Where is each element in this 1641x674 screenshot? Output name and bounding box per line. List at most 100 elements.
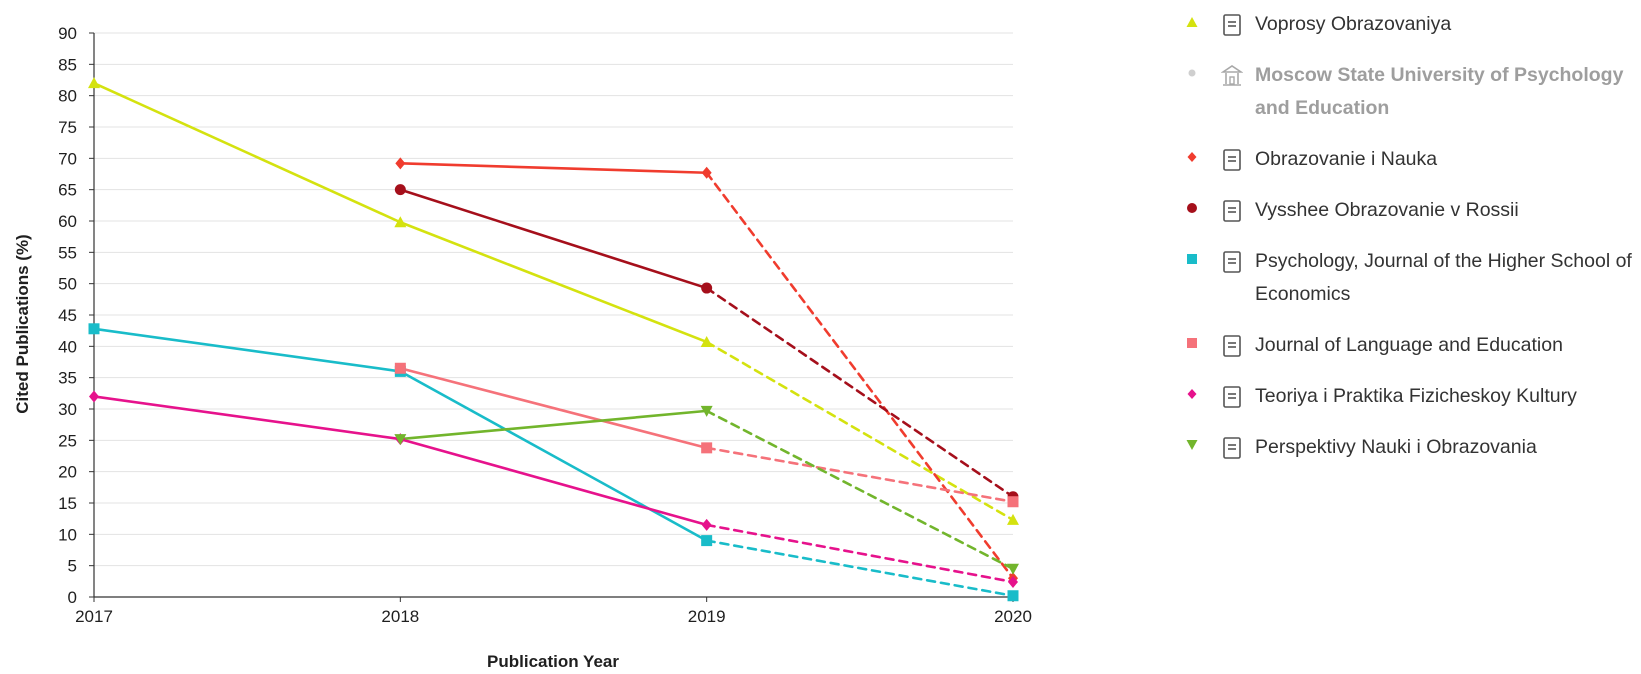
data-point-marker[interactable]	[88, 323, 100, 335]
series-line-segment	[399, 220, 708, 344]
x-tick-label: 2020	[994, 607, 1032, 626]
data-point-marker[interactable]	[701, 442, 713, 454]
circle-marker-icon	[1188, 69, 1196, 77]
series-line-segment	[399, 409, 708, 441]
journal-icon	[1223, 14, 1241, 36]
y-tick-label: 30	[58, 400, 77, 419]
series-line-segment	[705, 446, 1015, 504]
grid-lines	[94, 32, 1013, 567]
legend-label: Psychology, Journal of the Higher School…	[1255, 250, 1632, 305]
legend-label: Voprosy Obrazovaniya	[1255, 13, 1452, 35]
chart-legend: Voprosy Obrazovaniya Moscow State Univer…	[1185, 8, 1641, 482]
x-tick-label: 2019	[688, 607, 726, 626]
legend-label: Journal of Language and Education	[1255, 334, 1563, 356]
series-line-segment	[92, 327, 402, 373]
y-tick-label: 45	[58, 306, 77, 325]
legend-item-voprosy-obrazovaniya[interactable]: Voprosy Obrazovaniya	[1185, 8, 1641, 41]
series-line-segment	[399, 188, 708, 290]
data-point-marker[interactable]	[394, 216, 407, 228]
y-tick-label: 5	[68, 557, 77, 576]
triangle-down-marker-icon	[1186, 440, 1198, 450]
circle-marker-icon	[1187, 203, 1197, 213]
y-tick-label: 60	[58, 212, 77, 231]
y-tick-label: 15	[58, 494, 77, 513]
series-line-segment	[92, 395, 402, 441]
journal-icon	[1223, 437, 1241, 459]
y-tick-label: 55	[58, 243, 77, 262]
journal-icon	[1223, 149, 1241, 171]
data-point-marker[interactable]	[88, 77, 100, 89]
data-point-marker[interactable]	[394, 184, 406, 196]
data-point-marker[interactable]	[701, 535, 713, 547]
square-marker-icon	[1187, 254, 1197, 264]
legend-item-vysshee-obrazovanie[interactable]: Vysshee Obrazovanie v Rossii	[1185, 194, 1641, 227]
legend-item-moscow-state-university[interactable]: Moscow State University of Psychology an…	[1185, 59, 1641, 125]
data-point-marker[interactable]	[1008, 575, 1018, 588]
y-tick-label: 10	[58, 525, 77, 544]
series-line-segment	[705, 523, 1015, 584]
y-tick-label: 65	[58, 181, 77, 200]
series-line-segment	[705, 409, 1015, 571]
data-point-marker[interactable]	[701, 518, 712, 531]
legend-item-psychology-hse[interactable]: Psychology, Journal of the Higher School…	[1185, 245, 1641, 311]
y-tick-label: 0	[68, 588, 77, 607]
data-point-marker[interactable]	[701, 282, 713, 294]
legend-label: Teoriya i Praktika Fizicheskoy Kultury	[1255, 385, 1577, 407]
y-tick-label: 90	[58, 24, 77, 43]
legend-label: Obrazovanie i Nauka	[1255, 148, 1438, 170]
data-point-marker[interactable]	[1007, 590, 1019, 602]
series-line-segment	[399, 370, 708, 542]
y-axis-title: Cited Publications (%)	[13, 234, 32, 413]
data-point-marker[interactable]	[1007, 513, 1019, 525]
series-line-segment	[705, 171, 1015, 580]
data-point-marker[interactable]	[1007, 563, 1019, 575]
diamond-marker-icon	[1187, 389, 1197, 399]
journal-icon	[1223, 386, 1241, 408]
y-tick-label: 80	[58, 87, 77, 106]
series-lines	[92, 81, 1015, 598]
legend-item-teoriya-praktika[interactable]: Teoriya i Praktika Fizicheskoy Kultury	[1185, 380, 1641, 413]
data-point-marker[interactable]	[700, 335, 713, 347]
y-tick-label: 40	[58, 337, 77, 356]
x-axis-title: Publication Year	[487, 652, 619, 671]
legend-label: Moscow State University of Psychology an…	[1255, 64, 1624, 119]
series-line-segment	[705, 539, 1015, 598]
journal-icon	[1223, 200, 1241, 222]
series-line-segment	[399, 366, 708, 450]
institution-icon	[1221, 65, 1243, 86]
data-point-marker[interactable]	[395, 157, 406, 170]
y-tick-label: 20	[58, 463, 77, 482]
data-point-marker[interactable]	[700, 405, 713, 417]
y-tick-label: 70	[58, 149, 77, 168]
y-tick-label: 85	[58, 55, 77, 74]
series-markers	[88, 77, 1019, 602]
data-point-marker[interactable]	[394, 362, 406, 374]
square-marker-icon	[1187, 338, 1197, 348]
legend-item-journal-language-education[interactable]: Journal of Language and Education	[1185, 329, 1641, 362]
journal-icon	[1223, 335, 1241, 357]
x-tick-label: 2018	[381, 607, 419, 626]
triangle-up-marker-icon	[1186, 17, 1198, 27]
series-line-segment	[705, 286, 1015, 499]
journal-icon	[1223, 251, 1241, 273]
y-tick-labels: 0 5 10 15 20 25 30 35 40 45 50 55 60 65 70 75 80 85 90	[58, 24, 94, 607]
legend-label: Perspektivy Nauki i Obrazovania	[1255, 436, 1537, 458]
y-tick-label: 35	[58, 369, 77, 388]
y-tick-label: 75	[58, 118, 77, 137]
series-line-segment	[399, 437, 708, 527]
legend-item-perspektivy-nauki[interactable]: Perspektivy Nauki i Obrazovania	[1185, 431, 1641, 464]
line-chart: 0 5 10 15 20 25 30 35 40 45 50 55 60 65 70 75 80 85 90 201…	[13, 24, 1032, 671]
legend-label: Vysshee Obrazovanie v Rossii	[1255, 199, 1519, 221]
series-line-segment	[92, 81, 402, 224]
data-point-marker[interactable]	[89, 390, 99, 403]
x-tick-labels: 2017 2018 2019 2020	[75, 597, 1032, 626]
data-point-marker[interactable]	[394, 434, 407, 446]
series-line-segment	[399, 162, 708, 175]
series-line-segment	[705, 340, 1015, 522]
diamond-marker-icon	[1187, 152, 1197, 162]
data-point-marker[interactable]	[1007, 496, 1019, 508]
data-point-marker[interactable]	[701, 166, 712, 179]
y-tick-label: 25	[58, 431, 77, 450]
legend-item-obrazovanie-i-nauka[interactable]: Obrazovanie i Nauka	[1185, 143, 1641, 176]
y-tick-label: 50	[58, 275, 77, 294]
